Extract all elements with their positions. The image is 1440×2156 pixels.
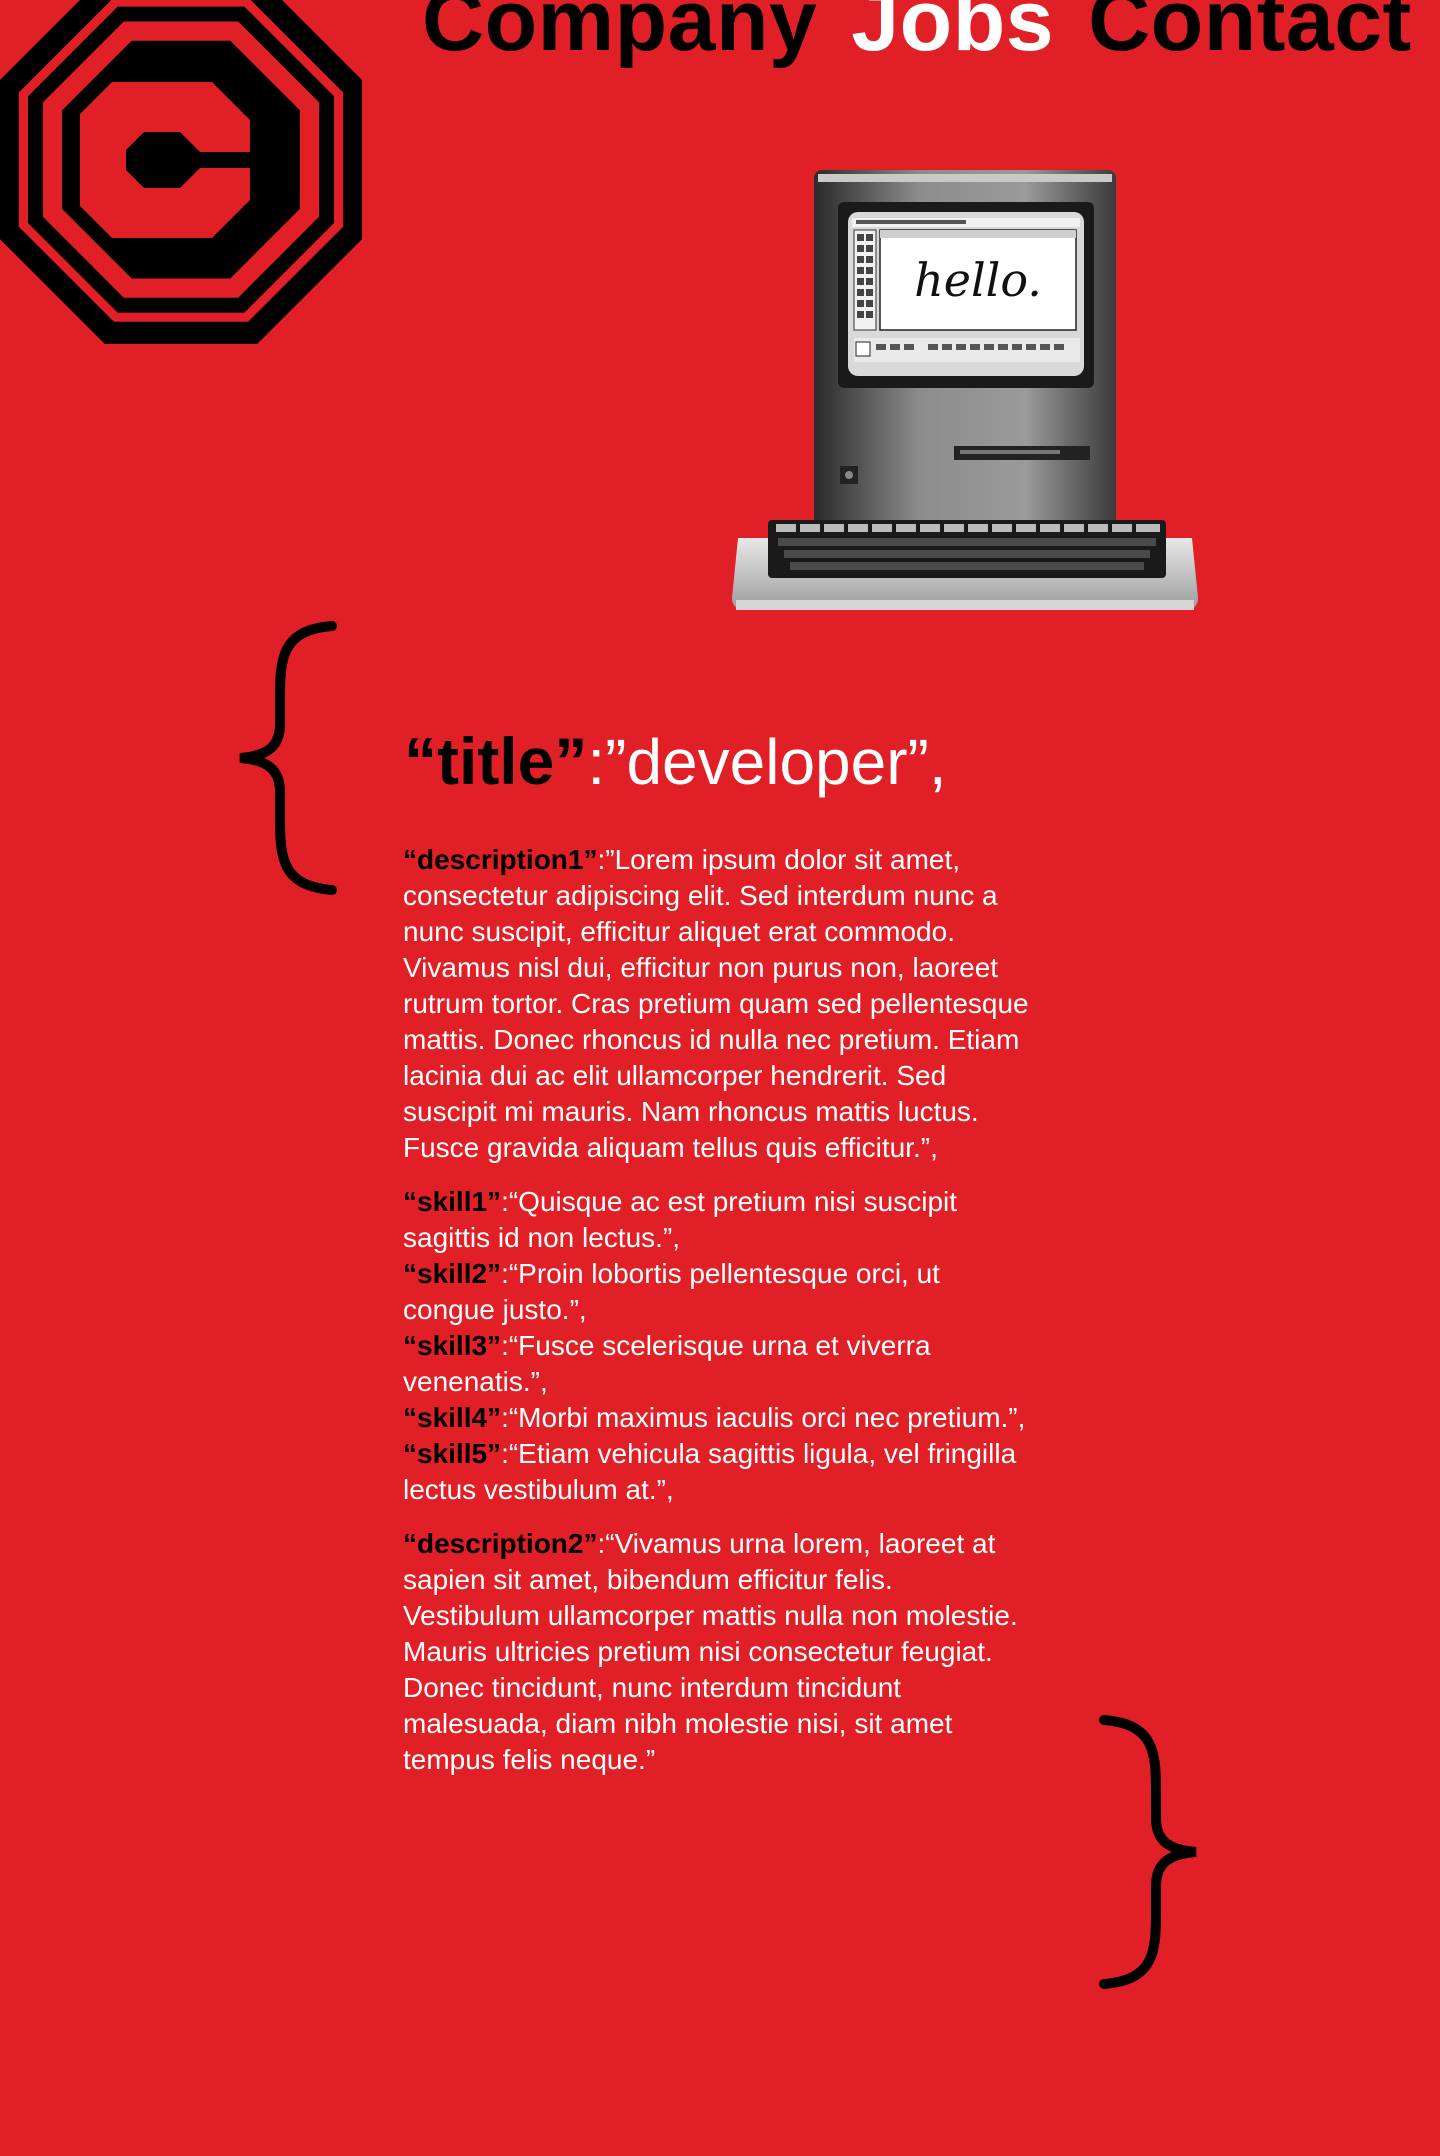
skill-item: “skill1”:“Quisque ac est pretium nisi su… xyxy=(403,1184,1029,1256)
description2-key: “description2” xyxy=(403,1528,598,1559)
description1-value: :”Lorem ipsum dolor sit amet, consectetu… xyxy=(403,844,1029,1163)
nav-contact-link[interactable]: Contact xyxy=(1088,0,1412,69)
skill5-value: :“Etiam vehicula sagittis ligula, vel fr… xyxy=(403,1438,1017,1505)
skill4-value: :“Morbi maximus iaculis orci nec pretium… xyxy=(501,1402,1026,1433)
description1-paragraph: “description1”:”Lorem ipsum dolor sit am… xyxy=(403,842,1029,1166)
description1-key: “description1” xyxy=(403,844,598,875)
skill4-key: “skill4” xyxy=(403,1402,502,1433)
description2-paragraph: “description2”:“Vivamus urna lorem, laor… xyxy=(403,1526,1029,1778)
skill2-key: “skill2” xyxy=(403,1258,502,1289)
job-details: “description1”:”Lorem ipsum dolor sit am… xyxy=(403,842,1029,1778)
skill-item: “skill3”:“Fusce scelerisque urna et vive… xyxy=(403,1328,1029,1400)
main-nav: Company Jobs Contact xyxy=(422,0,1412,64)
skill-item: “skill5”:“Etiam vehicula sagittis ligula… xyxy=(403,1436,1029,1508)
macintosh-computer-image: hello. xyxy=(732,170,1198,610)
skill-item: “skill4”:“Morbi maximus iaculis orci nec… xyxy=(403,1400,1029,1436)
title-colon: : xyxy=(587,726,606,798)
close-brace-icon xyxy=(1099,1715,1197,1989)
company-logo-icon[interactable] xyxy=(0,0,362,362)
nav-company-link[interactable]: Company xyxy=(422,0,818,69)
skill5-key: “skill5” xyxy=(403,1438,502,1469)
title-value: ”developer”, xyxy=(605,726,947,798)
skill1-value: :“Quisque ac est pretium nisi suscipit s… xyxy=(403,1186,958,1253)
skill3-value: :“Fusce scelerisque urna et viverra vene… xyxy=(403,1330,931,1397)
skill2-value: :“Proin lobortis pellentesque orci, ut c… xyxy=(403,1258,940,1325)
job-title: “title”:”developer”, xyxy=(404,728,947,794)
open-brace-icon xyxy=(239,621,337,895)
skill3-key: “skill3” xyxy=(403,1330,502,1361)
description2-value: :“Vivamus urna lorem, laoreet at sapien … xyxy=(403,1528,1018,1775)
title-key: “title” xyxy=(404,724,588,798)
screen-hello-text: hello. xyxy=(914,253,1042,307)
nav-jobs-link[interactable]: Jobs xyxy=(851,0,1055,69)
skill-item: “skill2”:“Proin lobortis pellentesque or… xyxy=(403,1256,1029,1328)
skills-list: “skill1”:“Quisque ac est pretium nisi su… xyxy=(403,1184,1029,1508)
skill1-key: “skill1” xyxy=(403,1186,502,1217)
